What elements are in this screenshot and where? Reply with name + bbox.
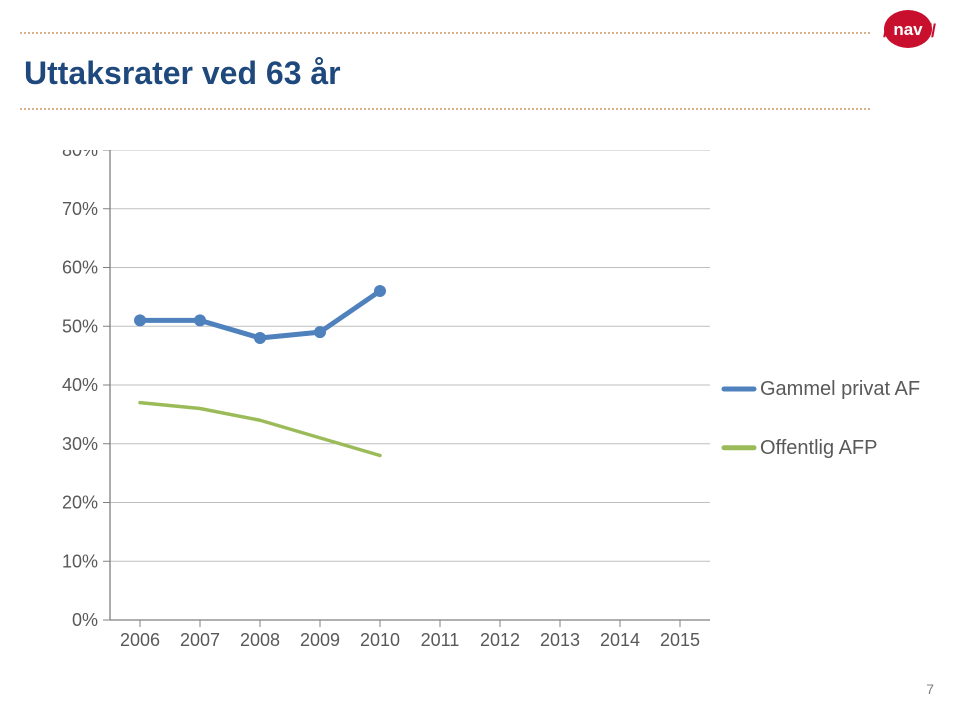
series-marker [314, 326, 326, 338]
x-tick-label: 2009 [300, 630, 340, 650]
x-tick-label: 2007 [180, 630, 220, 650]
y-tick-label: 70% [62, 199, 98, 219]
x-tick-label: 2012 [480, 630, 520, 650]
x-tick-label: 2008 [240, 630, 280, 650]
nav-logo: nav / / / [880, 8, 936, 50]
line-chart: 0% 10% 20% 30% 40% 50% 60% 70% 80% 2006 2007 2008 20… [40, 150, 920, 650]
series-marker [374, 285, 386, 297]
x-tick-label: 2015 [660, 630, 700, 650]
slide-title: Uttaksrater ved 63 år [24, 55, 341, 92]
dotted-rule-under-title [20, 108, 870, 110]
svg-text:nav: nav [893, 20, 923, 39]
y-tick-label: 20% [62, 493, 98, 513]
page-number: 7 [926, 681, 934, 697]
legend-label: Gammel privat AFP [760, 378, 920, 400]
y-tick-label: 50% [62, 316, 98, 336]
x-tick-label: 2006 [120, 630, 160, 650]
legend-label: Offentlig AFP [760, 437, 877, 459]
svg-text:/: / [931, 21, 936, 41]
x-tick-label: 2014 [600, 630, 640, 650]
y-tick-label: 0% [72, 610, 98, 630]
series-line [140, 403, 380, 456]
svg-text:/: / [883, 21, 888, 41]
x-tick-label: 2013 [540, 630, 580, 650]
x-tick-label: 2010 [360, 630, 400, 650]
series-marker [134, 314, 146, 326]
y-tick-label: 60% [62, 258, 98, 278]
x-tick-label: 2011 [421, 630, 460, 650]
y-tick-label: 80% [62, 150, 98, 160]
series-line [140, 291, 380, 338]
series-marker [194, 314, 206, 326]
dotted-rule-top [20, 32, 870, 34]
y-tick-label: 40% [62, 375, 98, 395]
y-tick-label: 30% [62, 434, 98, 454]
y-tick-label: 10% [62, 551, 98, 571]
series-marker [254, 332, 266, 344]
